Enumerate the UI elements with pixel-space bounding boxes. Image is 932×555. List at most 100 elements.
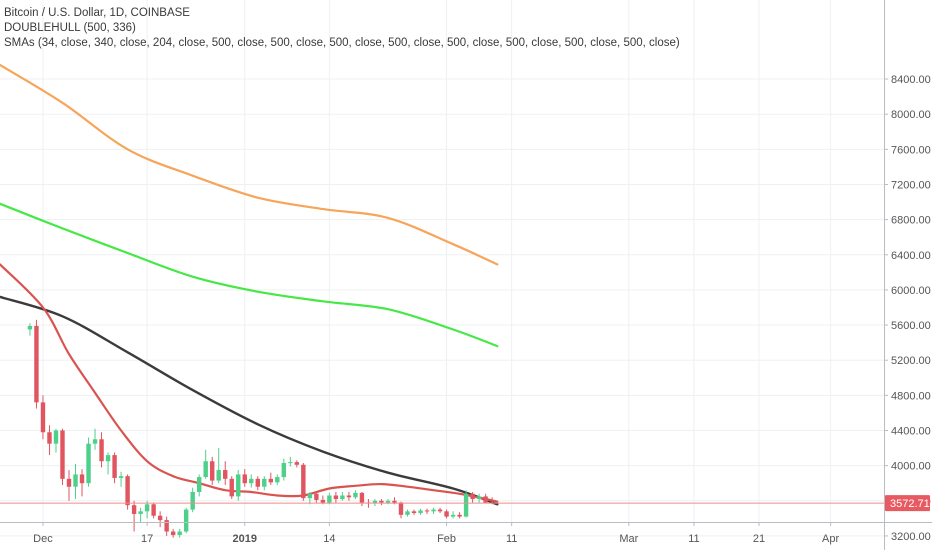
candle-body-8 bbox=[79, 474, 85, 484]
candle-body-16 bbox=[131, 505, 137, 514]
candlesticks bbox=[27, 319, 495, 538]
candle-body-12 bbox=[105, 455, 111, 462]
y-tick-label-13: 8400.00 bbox=[891, 74, 931, 86]
candle-body-21 bbox=[164, 520, 169, 532]
candle-body-69 bbox=[476, 496, 482, 500]
candle-body-4 bbox=[53, 430, 59, 444]
candle-body-26 bbox=[196, 477, 202, 492]
last-price-badge-bg bbox=[885, 495, 930, 512]
candle-body-67 bbox=[463, 493, 469, 517]
grid bbox=[0, 0, 884, 537]
y-tick-label-4: 4800.00 bbox=[891, 390, 931, 402]
candle-body-10 bbox=[92, 439, 98, 444]
x-tick-label-7: 11 bbox=[688, 533, 699, 545]
candle-body-37 bbox=[268, 478, 273, 483]
candle-body-9 bbox=[86, 443, 91, 484]
x-tick-label-3: 14 bbox=[323, 533, 335, 545]
candle-body-55 bbox=[385, 500, 391, 503]
x-tick-label-4: Feb bbox=[437, 533, 456, 545]
candle-body-58 bbox=[405, 511, 410, 515]
candle-body-20 bbox=[157, 515, 163, 521]
y-tick-label-11: 7600.00 bbox=[891, 144, 931, 156]
candle-body-60 bbox=[418, 510, 423, 514]
candle-body-47 bbox=[333, 495, 339, 500]
candle-body-31 bbox=[229, 478, 234, 497]
candle-body-42 bbox=[301, 464, 306, 499]
y-tick-label-6: 5600.00 bbox=[891, 320, 931, 332]
candle-body-15 bbox=[125, 476, 130, 506]
x-tick-label-2: 2019 bbox=[233, 533, 257, 545]
candle-body-50 bbox=[353, 492, 358, 498]
candle-body-17 bbox=[138, 511, 143, 514]
candle-body-27 bbox=[203, 461, 208, 478]
indicator-doublehull[interactable]: DOUBLEHULL (500, 336) bbox=[4, 22, 136, 34]
candle-body-25 bbox=[190, 491, 195, 510]
candle-body-38 bbox=[275, 477, 280, 483]
indicator-smas[interactable]: SMAs (34, close, 340, close, 204, close,… bbox=[4, 37, 680, 49]
y-tick-label-12: 8000.00 bbox=[891, 109, 931, 121]
candle-body-66 bbox=[457, 514, 462, 517]
candle-body-1 bbox=[34, 325, 39, 403]
chart-legend: Bitcoin / U.S. Dollar, 1D, COINBASE DOUB… bbox=[4, 6, 680, 51]
y-tick-label-9: 6800.00 bbox=[891, 215, 931, 227]
candle-body-36 bbox=[262, 478, 267, 487]
candle-body-63 bbox=[437, 509, 443, 512]
candle-body-65 bbox=[450, 514, 456, 517]
indicator-lines bbox=[0, 63, 499, 506]
x-tick-label-9: Apr bbox=[822, 533, 839, 545]
last-price-label: 3572.71 bbox=[890, 498, 930, 510]
y-tick-label-2: 4000.00 bbox=[891, 461, 931, 473]
x-tick-label-1: 17 bbox=[141, 533, 153, 545]
candle-body-23 bbox=[177, 531, 182, 536]
candle-body-40 bbox=[288, 462, 293, 464]
symbol-title[interactable]: Bitcoin / U.S. Dollar, 1D, COINBASE bbox=[4, 7, 190, 19]
candle-body-49 bbox=[346, 495, 352, 498]
candle-body-11 bbox=[99, 439, 104, 462]
candle-body-51 bbox=[359, 492, 365, 503]
candle-body-56 bbox=[392, 500, 397, 503]
candle-body-22 bbox=[170, 531, 176, 536]
candle-body-59 bbox=[411, 511, 417, 514]
y-tick-label-8: 6400.00 bbox=[891, 250, 931, 262]
candle-body-30 bbox=[223, 470, 228, 479]
y-tick-label-5: 5200.00 bbox=[891, 355, 931, 367]
candle-body-46 bbox=[327, 495, 332, 503]
y-tick-label-0: 3200.00 bbox=[891, 531, 931, 543]
candle-body-70 bbox=[483, 496, 488, 503]
candle-body-29 bbox=[216, 470, 221, 481]
candle-body-35 bbox=[255, 478, 260, 487]
candle-body-43 bbox=[307, 493, 313, 499]
candle-body-13 bbox=[112, 455, 117, 478]
candle-body-18 bbox=[144, 504, 150, 512]
candle-body-0 bbox=[27, 325, 33, 330]
candle-body-24 bbox=[183, 509, 189, 532]
series-line-black bbox=[0, 295, 499, 506]
candle-body-6 bbox=[66, 478, 72, 487]
series-line-orange bbox=[0, 63, 499, 266]
candle-body-34 bbox=[249, 478, 254, 484]
candle-body-62 bbox=[431, 509, 436, 512]
x-tick-label-8: 21 bbox=[753, 533, 765, 545]
candle-body-48 bbox=[340, 495, 345, 500]
candle-body-28 bbox=[210, 461, 215, 481]
candle-body-3 bbox=[47, 432, 52, 444]
candle-body-44 bbox=[314, 493, 319, 500]
candle-body-2 bbox=[40, 402, 46, 433]
x-tick-label-6: Mar bbox=[619, 533, 638, 545]
candle-body-14 bbox=[118, 476, 124, 478]
x-tick-label-0: Dec bbox=[33, 533, 53, 545]
candle-body-41 bbox=[294, 462, 300, 465]
candle-body-53 bbox=[372, 500, 378, 504]
candle-body-5 bbox=[60, 430, 65, 479]
x-axis: Dec 17 2019 14 Feb 11 Mar 11 21 Apr bbox=[33, 522, 840, 545]
y-tick-label-7: 6000.00 bbox=[891, 285, 931, 297]
candle-body-32 bbox=[236, 474, 241, 497]
x-tick-label-5: 11 bbox=[506, 533, 517, 545]
y-tick-label-3: 4400.00 bbox=[891, 425, 931, 437]
last-price-badge: 3572.71 bbox=[885, 495, 930, 512]
candle-body-19 bbox=[151, 504, 156, 516]
series-line-green bbox=[0, 202, 499, 348]
candle-body-57 bbox=[398, 502, 404, 515]
